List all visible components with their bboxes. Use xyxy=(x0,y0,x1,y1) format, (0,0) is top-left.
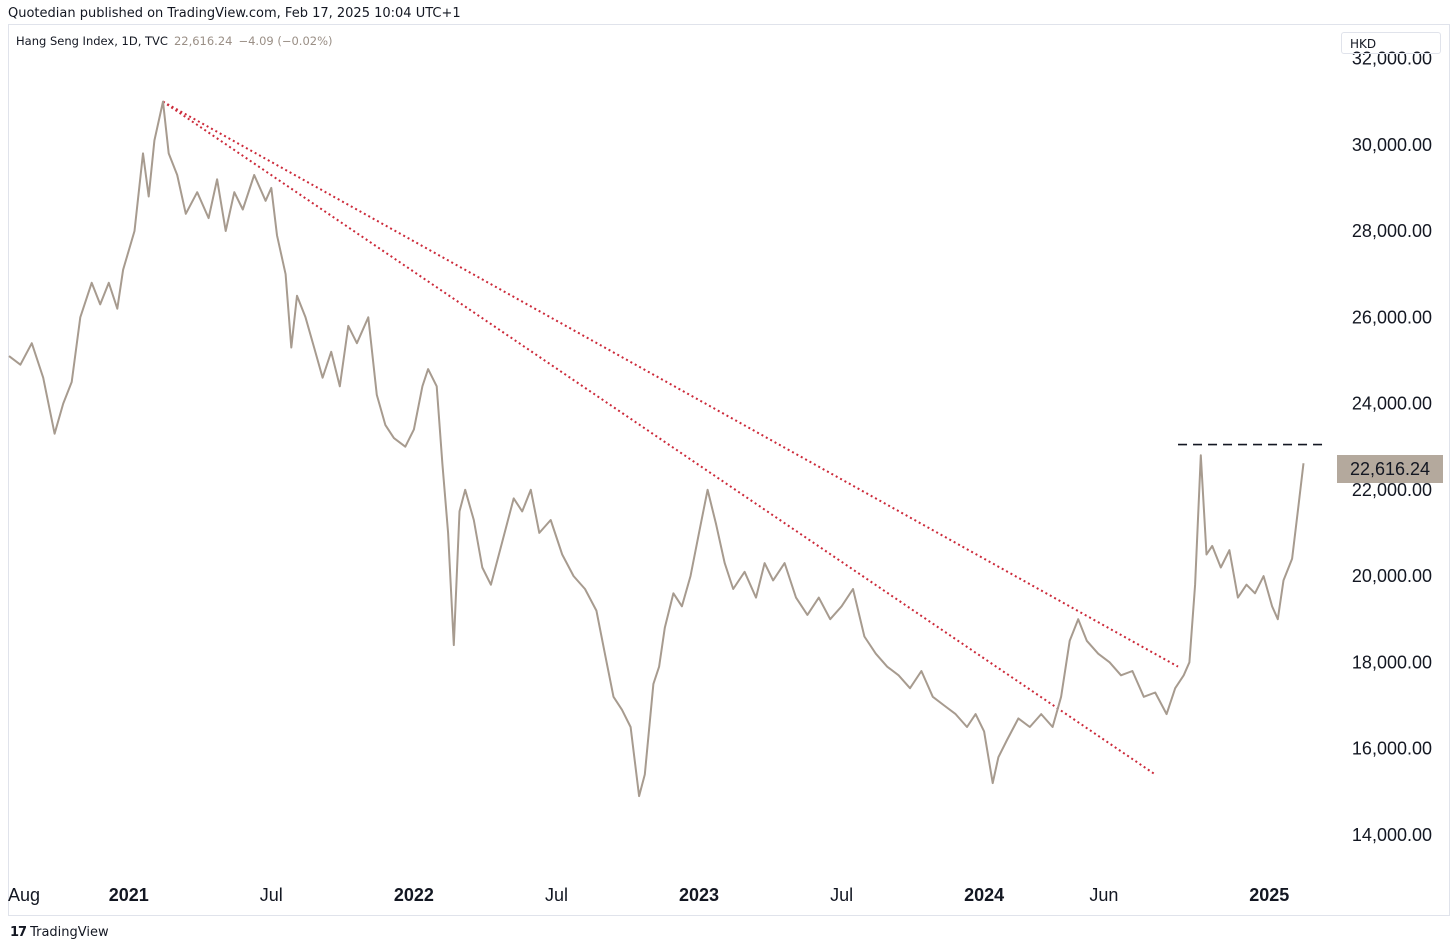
series-layer xyxy=(8,100,1305,798)
tradingview-brand: TradingView xyxy=(30,925,109,940)
x-tick-label: Jun xyxy=(1089,885,1118,905)
time-axis: Aug 2021 Jul 2022 Jul 2023 Jul 2024 Jun 2025 xyxy=(8,885,1289,905)
descending-trendline[interactable] xyxy=(162,100,1179,668)
x-tick-label: 2025 xyxy=(1249,885,1289,905)
x-tick-label: Jul xyxy=(545,885,568,905)
tradingview-logo-icon: 17 xyxy=(10,925,27,940)
y-tick-label: 24,000.00 xyxy=(1352,394,1432,414)
y-tick-label: 28,000.00 xyxy=(1352,221,1432,241)
descending-trendline[interactable] xyxy=(162,100,1156,776)
y-tick-label: 20,000.00 xyxy=(1352,566,1432,586)
symbol-title: Hang Seng Index, 1D, TVC xyxy=(16,34,168,48)
tradingview-logo[interactable]: 17 TradingView xyxy=(10,925,109,940)
chart-frame[interactable] xyxy=(8,24,1450,916)
x-tick-label: Jul xyxy=(260,885,283,905)
price-series-line[interactable] xyxy=(8,100,1305,798)
y-tick-label: 26,000.00 xyxy=(1352,307,1432,327)
y-tick-label: 14,000.00 xyxy=(1352,825,1432,845)
last-price-label: 22,616.24 xyxy=(1337,455,1443,483)
y-tick-label: 18,000.00 xyxy=(1352,652,1432,672)
y-tick-label: 16,000.00 xyxy=(1352,739,1432,759)
x-tick-label: 2021 xyxy=(109,885,149,905)
x-tick-label: Jul xyxy=(830,885,853,905)
last-value: 22,616.24 xyxy=(173,34,233,48)
y-tick-label: 22,000.00 xyxy=(1352,480,1432,500)
currency-selector[interactable]: HKD xyxy=(1341,32,1441,54)
publisher-line: Quotedian published on TradingView.com, … xyxy=(8,6,461,21)
price-axis: 32,000.0030,000.0028,000.0026,000.0024,0… xyxy=(1352,49,1432,845)
x-tick-label: 2024 xyxy=(964,885,1004,905)
x-tick-label: 2023 xyxy=(679,885,719,905)
change-value: −4.09 (−0.02%) xyxy=(238,34,333,48)
trendline-layer xyxy=(162,100,1324,776)
x-tick-label: 2022 xyxy=(394,885,434,905)
chart-legend[interactable]: Hang Seng Index, 1D, TVC 22,616.24 −4.09… xyxy=(16,34,333,48)
y-tick-label: 30,000.00 xyxy=(1352,135,1432,155)
x-tick-label: Aug xyxy=(8,885,40,905)
